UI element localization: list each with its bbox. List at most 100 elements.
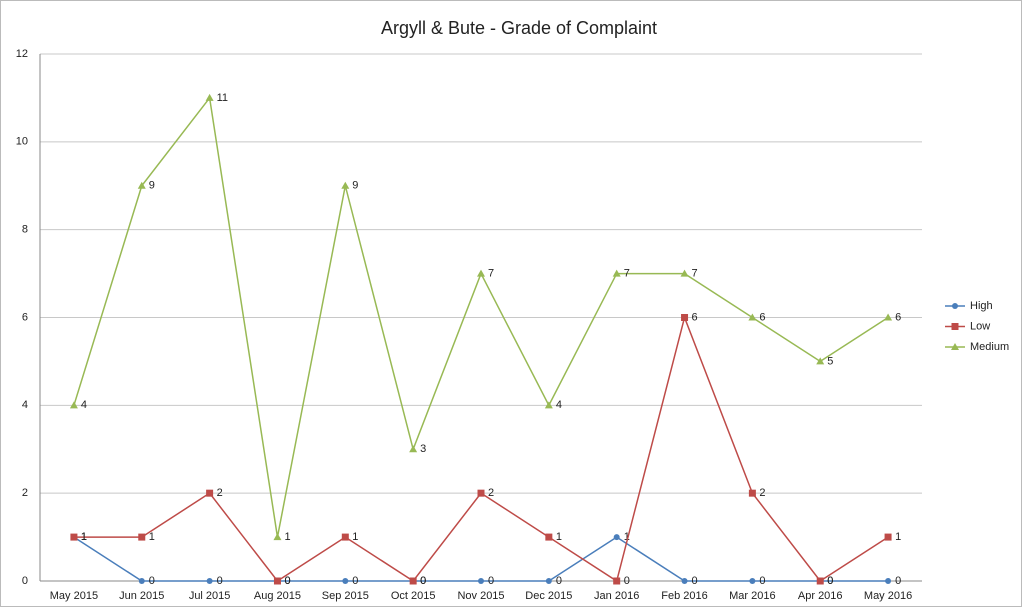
- data-point: [477, 489, 485, 497]
- x-tick-label: Aug 2015: [254, 590, 301, 602]
- legend-marker: [952, 303, 958, 309]
- x-tick-label: Jul 2015: [189, 590, 231, 602]
- data-point: [884, 313, 893, 321]
- data-label: 0: [827, 575, 833, 587]
- y-tick-label: 2: [22, 487, 28, 499]
- data-label: 0: [624, 575, 630, 587]
- data-point: [748, 489, 756, 497]
- data-label: 7: [624, 267, 630, 279]
- data-label: 6: [895, 311, 901, 323]
- data-label: 4: [81, 399, 87, 411]
- x-tick-label: May 2016: [864, 590, 912, 602]
- data-label: 6: [759, 311, 765, 323]
- data-point: [749, 578, 756, 584]
- data-point: [138, 533, 146, 541]
- x-tick-label: Apr 2016: [798, 590, 843, 602]
- data-point: [885, 578, 892, 584]
- y-tick-label: 6: [22, 311, 28, 323]
- data-point: [205, 93, 214, 101]
- data-point: [884, 533, 892, 541]
- data-label: 7: [488, 267, 494, 279]
- x-tick-label: Mar 2016: [729, 590, 775, 602]
- data-point: [409, 445, 418, 453]
- data-point: [681, 314, 689, 321]
- data-label: 7: [692, 267, 698, 279]
- legend-label: High: [970, 300, 993, 312]
- legend-label: Medium: [970, 341, 1009, 353]
- data-label: 0: [556, 575, 562, 587]
- legend-label: Low: [970, 320, 990, 332]
- data-point: [273, 577, 281, 585]
- data-point: [816, 357, 825, 365]
- data-point: [680, 269, 689, 277]
- data-point: [137, 181, 146, 189]
- data-label: 1: [895, 531, 901, 543]
- data-label: 0: [420, 575, 426, 587]
- data-point: [478, 578, 484, 584]
- data-label: 2: [217, 487, 223, 499]
- legend-marker: [951, 323, 959, 330]
- data-label: 2: [759, 487, 765, 499]
- data-point: [341, 533, 349, 541]
- x-tick-label: Feb 2016: [661, 590, 707, 602]
- data-point: [273, 533, 282, 541]
- data-point: [613, 534, 620, 541]
- y-tick-label: 0: [22, 575, 28, 587]
- data-point: [206, 578, 213, 584]
- x-tick-label: Oct 2015: [391, 590, 436, 602]
- chart-title: Argyll & Bute - Grade of Complaint: [381, 18, 657, 38]
- x-tick-label: Jan 2016: [594, 590, 639, 602]
- data-point: [477, 269, 485, 277]
- data-label: 6: [692, 311, 698, 323]
- x-tick-label: Dec 2015: [525, 590, 572, 602]
- data-label: 0: [352, 575, 358, 587]
- data-point: [681, 578, 688, 584]
- data-label: 0: [759, 575, 765, 587]
- data-point: [545, 533, 553, 541]
- data-point: [206, 489, 214, 497]
- y-tick-label: 10: [16, 136, 28, 148]
- y-tick-label: 12: [16, 48, 28, 60]
- data-point: [816, 577, 824, 585]
- x-tick-label: Nov 2015: [457, 590, 504, 602]
- legend-marker: [951, 343, 959, 350]
- data-label: 0: [284, 575, 290, 587]
- data-label: 1: [624, 531, 630, 543]
- data-label: 0: [284, 575, 290, 587]
- data-point: [409, 577, 417, 585]
- data-label: 9: [352, 180, 358, 192]
- data-label: 2: [488, 487, 494, 499]
- data-point: [70, 533, 78, 541]
- x-tick-label: Jun 2015: [119, 590, 164, 602]
- data-label: 1: [149, 531, 155, 543]
- y-tick-label: 8: [22, 224, 28, 236]
- data-point: [748, 313, 757, 321]
- data-label: 0: [827, 575, 833, 587]
- x-tick-label: Sep 2015: [322, 590, 369, 602]
- data-label: 1: [284, 531, 290, 543]
- data-label: 4: [556, 399, 562, 411]
- data-point: [69, 401, 78, 409]
- data-point: [612, 269, 621, 277]
- data-label: 0: [488, 575, 494, 587]
- data-label: 0: [217, 575, 223, 587]
- data-label: 1: [556, 531, 562, 543]
- data-label: 3: [420, 443, 426, 455]
- data-label: 11: [217, 92, 228, 104]
- data-point: [545, 578, 552, 584]
- data-point: [342, 578, 349, 584]
- x-tick-label: May 2015: [50, 590, 98, 602]
- data-label: 1: [352, 531, 358, 543]
- data-point: [544, 401, 553, 409]
- data-label: 5: [827, 355, 833, 367]
- data-label: 0: [149, 575, 155, 587]
- y-tick-label: 4: [22, 399, 28, 411]
- data-label: 0: [692, 575, 698, 587]
- data-label: 0: [420, 575, 426, 587]
- data-point: [138, 578, 145, 584]
- data-label: 1: [81, 531, 87, 543]
- data-label: 0: [895, 575, 901, 587]
- data-label: 9: [149, 180, 155, 192]
